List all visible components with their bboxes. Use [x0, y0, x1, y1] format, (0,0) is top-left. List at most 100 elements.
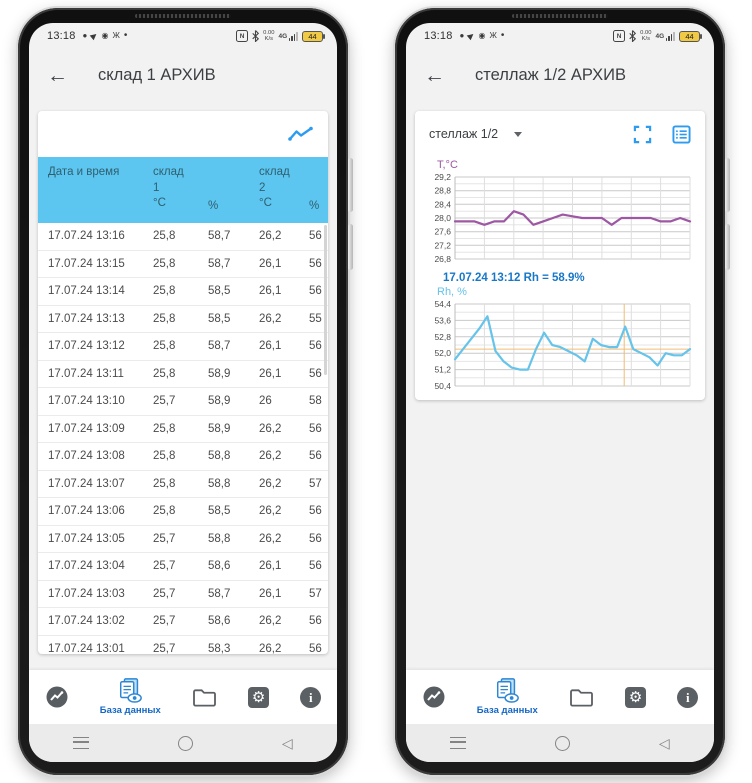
- table-row: 17.07.24 13:11 25,8 58,9 26,1 56: [38, 361, 328, 388]
- battery-icon: 44: [679, 30, 702, 42]
- selector-row: стеллаж 1/2: [425, 111, 695, 157]
- table-toolbar: [38, 111, 328, 157]
- signal-icon: 4G: [278, 31, 298, 41]
- network-speed-indicator: 0.00 K/s: [640, 29, 652, 42]
- nav-trends-button[interactable]: [45, 685, 69, 709]
- temperature-chart-title: T,°C: [437, 159, 458, 171]
- volume-button: [725, 158, 730, 212]
- chevron-down-icon: [514, 131, 523, 137]
- folder-icon: [193, 688, 216, 707]
- table-row: 17.07.24 13:02 25,7 58,6 26,2 56: [38, 608, 328, 636]
- crosshair-caption: 17.07.24 13:12 Rh = 58.9%: [443, 272, 585, 284]
- temperature-chart[interactable]: 29,2 28,8 28,4 28,0 27,6 27,2 26,8: [425, 171, 693, 265]
- svg-text:51,2: 51,2: [434, 365, 451, 375]
- charts-card: стеллаж 1/2: [415, 111, 705, 400]
- android-navigation-bar: ◁: [406, 724, 714, 762]
- svg-text:28,4: 28,4: [434, 199, 451, 209]
- svg-text:27,6: 27,6: [434, 227, 451, 237]
- home-button[interactable]: [178, 735, 194, 751]
- nav-files-button[interactable]: [569, 687, 594, 708]
- humidity-chart-title: Rh, %: [437, 286, 467, 298]
- archive-table-card: Дата и время склад 1 °C % склад 2 °C % 1…: [38, 111, 328, 654]
- bottom-navigation: База данных ⚙ i: [29, 670, 337, 724]
- nav-settings-button[interactable]: ⚙: [248, 686, 270, 708]
- rack-selector-dropdown[interactable]: стеллаж 1/2: [429, 127, 523, 141]
- table-row: 17.07.24 13:03 25,7 58,7 26,1 57: [38, 581, 328, 608]
- app-notification-icon: ◉: [101, 31, 109, 40]
- humidity-chart[interactable]: 54,4 53,6 52,8 52,0 51,2 50,4: [425, 298, 693, 392]
- table-row: 17.07.24 13:14 25,8 58,5 26,1 56: [38, 278, 328, 306]
- phone-right: 13:18 ● ▶ ◉ Ж • N 0.00 K/s 4G 44 ← стелла…: [395, 8, 730, 775]
- nfc-icon: N: [236, 30, 249, 42]
- bottom-navigation: База данных ⚙ i: [406, 670, 714, 724]
- content-area: стеллаж 1/2: [406, 103, 714, 670]
- svg-text:27,2: 27,2: [434, 240, 451, 250]
- column-header-humidity1: %: [208, 200, 219, 213]
- nav-database-button[interactable]: База данных: [477, 678, 538, 716]
- misc-notification-icon: Ж: [112, 31, 120, 40]
- svg-text:29,2: 29,2: [434, 172, 451, 182]
- nav-files-button[interactable]: [192, 687, 217, 708]
- table-row: 17.07.24 13:12 25,8 58,7 26,1 56: [38, 333, 328, 361]
- back-nav-button[interactable]: ◁: [281, 735, 293, 751]
- volume-button: [348, 158, 353, 212]
- nfc-icon: N: [613, 30, 626, 42]
- battery-icon: 44: [302, 30, 325, 42]
- chart-view-toggle-icon[interactable]: [288, 125, 314, 143]
- recents-button[interactable]: [450, 737, 467, 749]
- back-arrow-icon[interactable]: ←: [424, 63, 445, 87]
- column-header-warehouse2: склад 2 °C: [259, 166, 290, 210]
- trend-circle-icon: [46, 686, 68, 708]
- power-button: [348, 224, 353, 270]
- bluetooth-icon: [252, 30, 260, 42]
- nav-database-button[interactable]: База данных: [100, 678, 161, 716]
- nav-trends-button[interactable]: [422, 685, 446, 709]
- recents-button[interactable]: [73, 737, 90, 749]
- speaker-grille: [512, 14, 608, 18]
- status-bar: 13:18 ● ▶ ◉ Ж • N 0.00 K/s 4G 44: [406, 23, 714, 47]
- dot-notification-icon: •: [500, 30, 505, 41]
- table-row: 17.07.24 13:06 25,8 58,5 26,2 56: [38, 498, 328, 526]
- table-scrollbar[interactable]: [324, 225, 327, 375]
- svg-text:28,0: 28,0: [434, 213, 451, 223]
- info-icon: i: [300, 686, 322, 708]
- archive-table-body: 17.07.24 13:16 25,8 58,7 26,2 56 17.07.24 13:…: [38, 223, 328, 654]
- nav-settings-button[interactable]: ⚙: [625, 686, 647, 708]
- svg-text:26,8: 26,8: [434, 254, 451, 264]
- table-row: 17.07.24 13:08 25,8 58,8 26,2 56: [38, 443, 328, 471]
- table-view-icon[interactable]: [672, 124, 691, 144]
- screen-right: 13:18 ● ▶ ◉ Ж • N 0.00 K/s 4G 44 ← стелла…: [406, 23, 714, 762]
- back-nav-button[interactable]: ◁: [658, 735, 670, 751]
- database-icon: [120, 678, 143, 703]
- gear-icon: ⚙: [248, 686, 270, 708]
- nav-database-label: База данных: [99, 705, 161, 716]
- network-speed-indicator: 0.00 K/s: [263, 29, 275, 42]
- svg-text:52,0: 52,0: [434, 348, 451, 358]
- nav-info-button[interactable]: i: [300, 686, 322, 708]
- table-row: 17.07.24 13:07 25,8 58,8 26,2 57: [38, 471, 328, 498]
- clock: 13:18: [424, 30, 453, 42]
- table-row: 17.07.24 13:16 25,8 58,7 26,2 56: [38, 223, 328, 251]
- android-navigation-bar: ◁: [29, 724, 337, 762]
- svg-text:28,8: 28,8: [434, 186, 451, 196]
- table-header: Дата и время склад 1 °C % склад 2 °C %: [38, 157, 328, 223]
- home-button[interactable]: [555, 735, 571, 751]
- back-arrow-icon[interactable]: ←: [47, 63, 68, 87]
- app-notification-icon: ◉: [478, 31, 486, 40]
- chat-notification-icon: ●: [459, 31, 465, 40]
- column-header-datetime: Дата и время: [48, 166, 120, 178]
- content-area: Дата и время склад 1 °C % склад 2 °C % 1…: [29, 103, 337, 670]
- column-header-humidity2: %: [309, 200, 320, 213]
- status-bar: 13:18 ● ▶ ◉ Ж • N 0.00 K/s 4G 44: [29, 23, 337, 47]
- telegram-notification-icon: ▶: [88, 30, 100, 42]
- screen-left: 13:18 ● ▶ ◉ Ж • N 0.00 K/s 4G 44 ← склад …: [29, 23, 337, 762]
- fullscreen-icon[interactable]: [633, 125, 652, 144]
- table-row: 17.07.24 13:09 25,8 58,9 26,2 56: [38, 416, 328, 443]
- svg-text:52,8: 52,8: [434, 332, 451, 342]
- nav-database-label: База данных: [476, 705, 538, 716]
- table-row: 17.07.24 13:15 25,8 58,7 26,1 56: [38, 251, 328, 278]
- info-icon: i: [677, 686, 699, 708]
- nav-info-button[interactable]: i: [677, 686, 699, 708]
- power-button: [725, 224, 730, 270]
- page-title: стеллаж 1/2 АРХИВ: [475, 65, 626, 84]
